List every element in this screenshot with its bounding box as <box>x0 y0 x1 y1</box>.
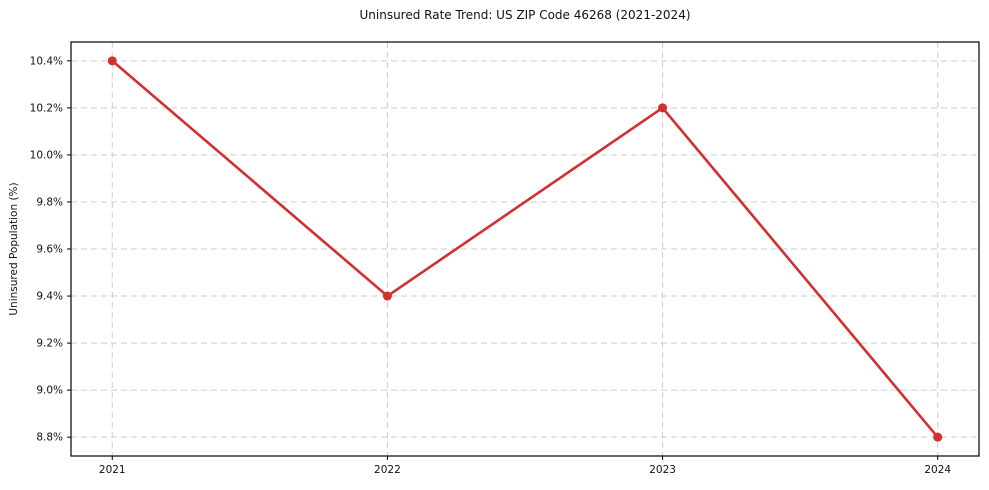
y-tick-label: 10.0% <box>30 149 63 161</box>
y-tick-label: 9.0% <box>36 385 63 397</box>
trend-line <box>110 59 940 439</box>
x-tick-label: 2022 <box>374 464 401 476</box>
x-tick-label: 2021 <box>99 464 126 476</box>
y-tick-label: 9.6% <box>36 244 63 256</box>
data-point-marker <box>933 432 943 442</box>
x-tick-label: 2024 <box>924 464 951 476</box>
y-tick-label: 9.2% <box>36 338 63 350</box>
data-point-marker <box>382 291 392 301</box>
y-tick-label: 9.8% <box>36 196 63 208</box>
data-point-marker <box>107 56 117 66</box>
data-point-marker <box>658 103 668 113</box>
plot-frame <box>70 41 980 457</box>
chart-title: Uninsured Rate Trend: US ZIP Code 46268 … <box>359 8 691 22</box>
y-tick-label: 10.4% <box>30 55 63 67</box>
y-tick-label: 8.8% <box>36 432 63 444</box>
y-tick-label: 9.4% <box>36 291 63 303</box>
x-tick-label: 2023 <box>649 464 676 476</box>
y-tick-label: 10.2% <box>30 102 63 114</box>
